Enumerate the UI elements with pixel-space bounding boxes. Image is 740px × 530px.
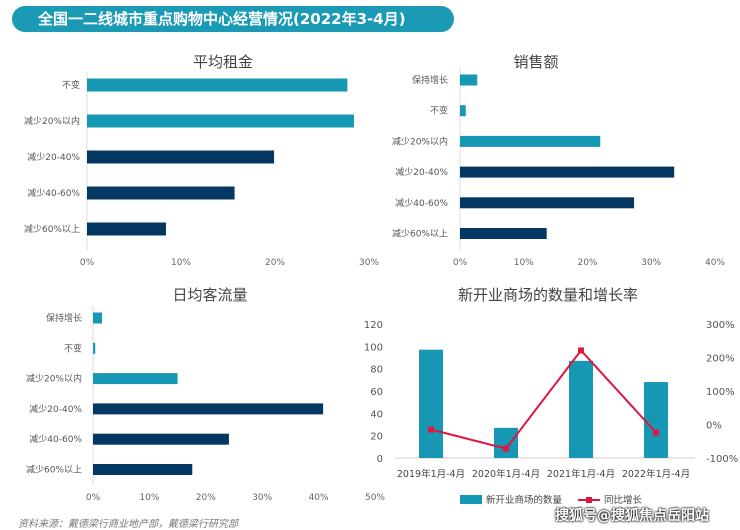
y-tick-label: 0: [377, 454, 383, 465]
x-tick-label: 30%: [252, 493, 272, 503]
bar: [93, 403, 324, 415]
y-tick-label: 80: [370, 365, 383, 376]
bar: [460, 197, 635, 209]
category-label: 保持增长: [412, 74, 448, 86]
legend-label: 新开业商场的数量: [486, 494, 563, 506]
growth-point: [503, 445, 509, 452]
bar: [87, 222, 166, 236]
category-label: 不变: [64, 342, 82, 354]
x-tick-label: 0%: [453, 258, 468, 268]
x-tick-label: 20%: [196, 493, 216, 503]
category-label: 减少60%以上: [392, 228, 448, 240]
category-label: 减少60%以上: [24, 223, 80, 235]
x-tick-label: 10%: [514, 258, 534, 268]
growth-point: [428, 426, 434, 433]
y2-tick-label: -100%: [706, 454, 738, 465]
category-label: 减少20-40%: [27, 151, 80, 163]
category-label: 不变: [430, 105, 448, 117]
bar: [644, 382, 668, 458]
x-tick-label: 40%: [705, 258, 725, 268]
legend-label: 同比增长: [604, 494, 643, 506]
growth-line: [430, 348, 657, 450]
x-tick-label: 0%: [86, 493, 101, 503]
x-tick-label: 30%: [641, 258, 661, 268]
bar: [93, 342, 96, 354]
x-tick-label: 20%: [577, 258, 597, 268]
y-tick-label: 120: [364, 320, 383, 331]
bar: [569, 360, 593, 458]
chart-title: 新开业商场的数量和增长率: [458, 286, 638, 304]
growth-point: [653, 429, 659, 436]
category-label: 减少40-60%: [27, 187, 80, 199]
bar: [87, 186, 235, 200]
bar: [494, 427, 518, 458]
category-label: 减少20%以内: [392, 135, 448, 147]
y-tick-label: 40: [370, 409, 383, 420]
bar: [460, 105, 466, 117]
category-label: 2019年1月-4月: [397, 468, 465, 480]
category-label: 减少40-60%: [29, 433, 82, 445]
category-label: 减少20%以内: [24, 115, 80, 127]
x-tick-label: 20%: [265, 258, 285, 268]
category-label: 2020年1月-4月: [472, 468, 540, 480]
legend-marker: [586, 497, 592, 503]
chart-title: 销售额: [513, 53, 558, 71]
x-tick-label: 50%: [365, 493, 385, 503]
x-tick-label: 30%: [359, 258, 379, 268]
bar: [93, 433, 229, 445]
watermark: 搜狐号@搜狐焦点岳阳站: [555, 508, 709, 524]
category-label: 减少40-60%: [395, 197, 448, 209]
bar: [419, 349, 443, 458]
legend-swatch-bars: [460, 495, 482, 504]
bar: [93, 373, 178, 385]
page-title: 全国一二线城市重点购物中心经营情况(2022年3-4月): [12, 6, 454, 32]
y-tick-label: 20: [370, 432, 383, 443]
source-note: 资料来源：戴德梁行商业地产部，戴德梁行研究部: [18, 519, 238, 530]
y2-tick-label: 0%: [706, 421, 722, 432]
category-label: 不变: [62, 79, 80, 91]
chart-title: 平均租金: [193, 53, 253, 71]
x-tick-label: 0%: [80, 258, 95, 268]
category-label: 减少20-40%: [395, 166, 448, 178]
y2-tick-label: 300%: [706, 320, 735, 331]
category-label: 减少20-40%: [29, 403, 82, 415]
bar: [460, 135, 601, 147]
x-tick-label: 10%: [171, 258, 191, 268]
category-label: 2022年1月-4月: [622, 468, 690, 480]
bar: [93, 312, 103, 324]
growth-point: [578, 347, 584, 354]
chart-title: 日均客流量: [172, 286, 247, 304]
category-label: 2021年1月-4月: [547, 468, 615, 480]
category-label: 减少20%以内: [26, 373, 82, 385]
bar: [93, 464, 193, 475]
category-label: 保持增长: [46, 312, 82, 324]
category-label: 减少60%以上: [26, 464, 82, 476]
y2-tick-label: 200%: [706, 354, 735, 365]
x-tick-label: 10%: [139, 493, 159, 503]
bar: [460, 166, 675, 178]
y-tick-label: 60: [370, 387, 383, 398]
bar: [87, 114, 354, 128]
bar: [460, 74, 478, 86]
y-tick-label: 100: [364, 342, 383, 353]
bar: [87, 150, 275, 164]
bar: [460, 228, 547, 239]
bar: [87, 78, 348, 92]
x-tick-label: 40%: [309, 493, 329, 503]
y2-tick-label: 100%: [706, 387, 735, 398]
